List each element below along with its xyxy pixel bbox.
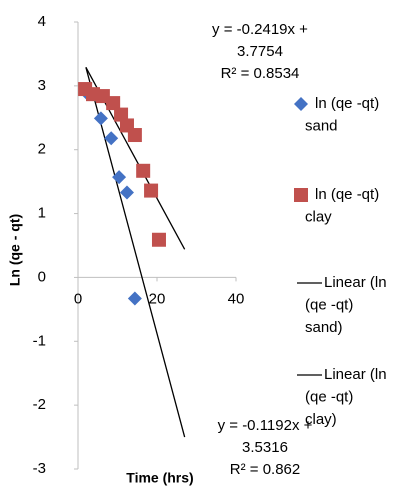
y-tick-label: 2 xyxy=(38,141,46,158)
legend-label: Linear (ln (qe -qt) clay) xyxy=(305,366,387,428)
x-tick-label: 0 xyxy=(74,290,82,307)
data-point xyxy=(144,183,159,198)
y-tick-label: 0 xyxy=(38,268,46,285)
trendline xyxy=(85,67,186,438)
trendline-equation: R² = 0.8534 xyxy=(221,65,300,82)
data-point xyxy=(136,163,151,178)
trendline-equation: R² = 0.862 xyxy=(230,461,300,478)
trendline-equation: 3.5316 xyxy=(242,439,288,456)
legend-label: ln (qe -qt) sand xyxy=(305,95,379,135)
legend-marker xyxy=(294,97,308,111)
data-point xyxy=(106,96,121,111)
legend-label: ln (qe -qt) clay xyxy=(305,186,379,226)
data-point xyxy=(119,185,134,200)
legend-line-text: (qe -qt) xyxy=(305,388,353,405)
data-point xyxy=(114,107,129,122)
data-point xyxy=(127,291,142,306)
legend-line-text: sand xyxy=(305,117,338,134)
x-tick-label: 40 xyxy=(228,290,245,307)
y-tick-label: 3 xyxy=(38,77,46,94)
legend-line-text: Linear (ln xyxy=(324,366,387,383)
y-tick-label: -3 xyxy=(33,460,46,477)
legend-line-text: ln (qe -qt) xyxy=(315,95,379,112)
trendline-equation: y = -0.2419x + xyxy=(212,21,308,38)
data-point xyxy=(93,111,108,126)
y-tick-label: -2 xyxy=(33,396,46,413)
y-tick-label: 4 xyxy=(38,13,46,30)
data-point xyxy=(112,170,127,185)
legend-line-text: clay xyxy=(305,208,332,225)
y-tick-label: 1 xyxy=(38,205,46,222)
y-tick-label: -1 xyxy=(33,332,46,349)
legend-line-text: sand) xyxy=(305,319,343,336)
x-tick-label: 20 xyxy=(149,290,166,307)
legend-line-text: (qe -qt) xyxy=(305,296,353,313)
legend-label: Linear (ln (qe -qt) sand) xyxy=(305,274,387,336)
trendline-equation: y = -0.1192x + xyxy=(218,417,313,434)
legend-line-text: ln (qe -qt) xyxy=(315,186,379,203)
data-point xyxy=(127,128,142,143)
x-axis-title: Time (hrs) xyxy=(126,470,193,486)
legend-marker xyxy=(294,188,308,202)
data-point xyxy=(104,131,119,146)
legend-line-text: Linear (ln xyxy=(324,274,387,291)
data-point xyxy=(151,232,166,247)
y-axis-title: Ln (qe - qt) xyxy=(7,214,23,286)
legend-line-text: clay) xyxy=(305,411,337,428)
trendline-equation: 3.7754 xyxy=(237,43,283,60)
